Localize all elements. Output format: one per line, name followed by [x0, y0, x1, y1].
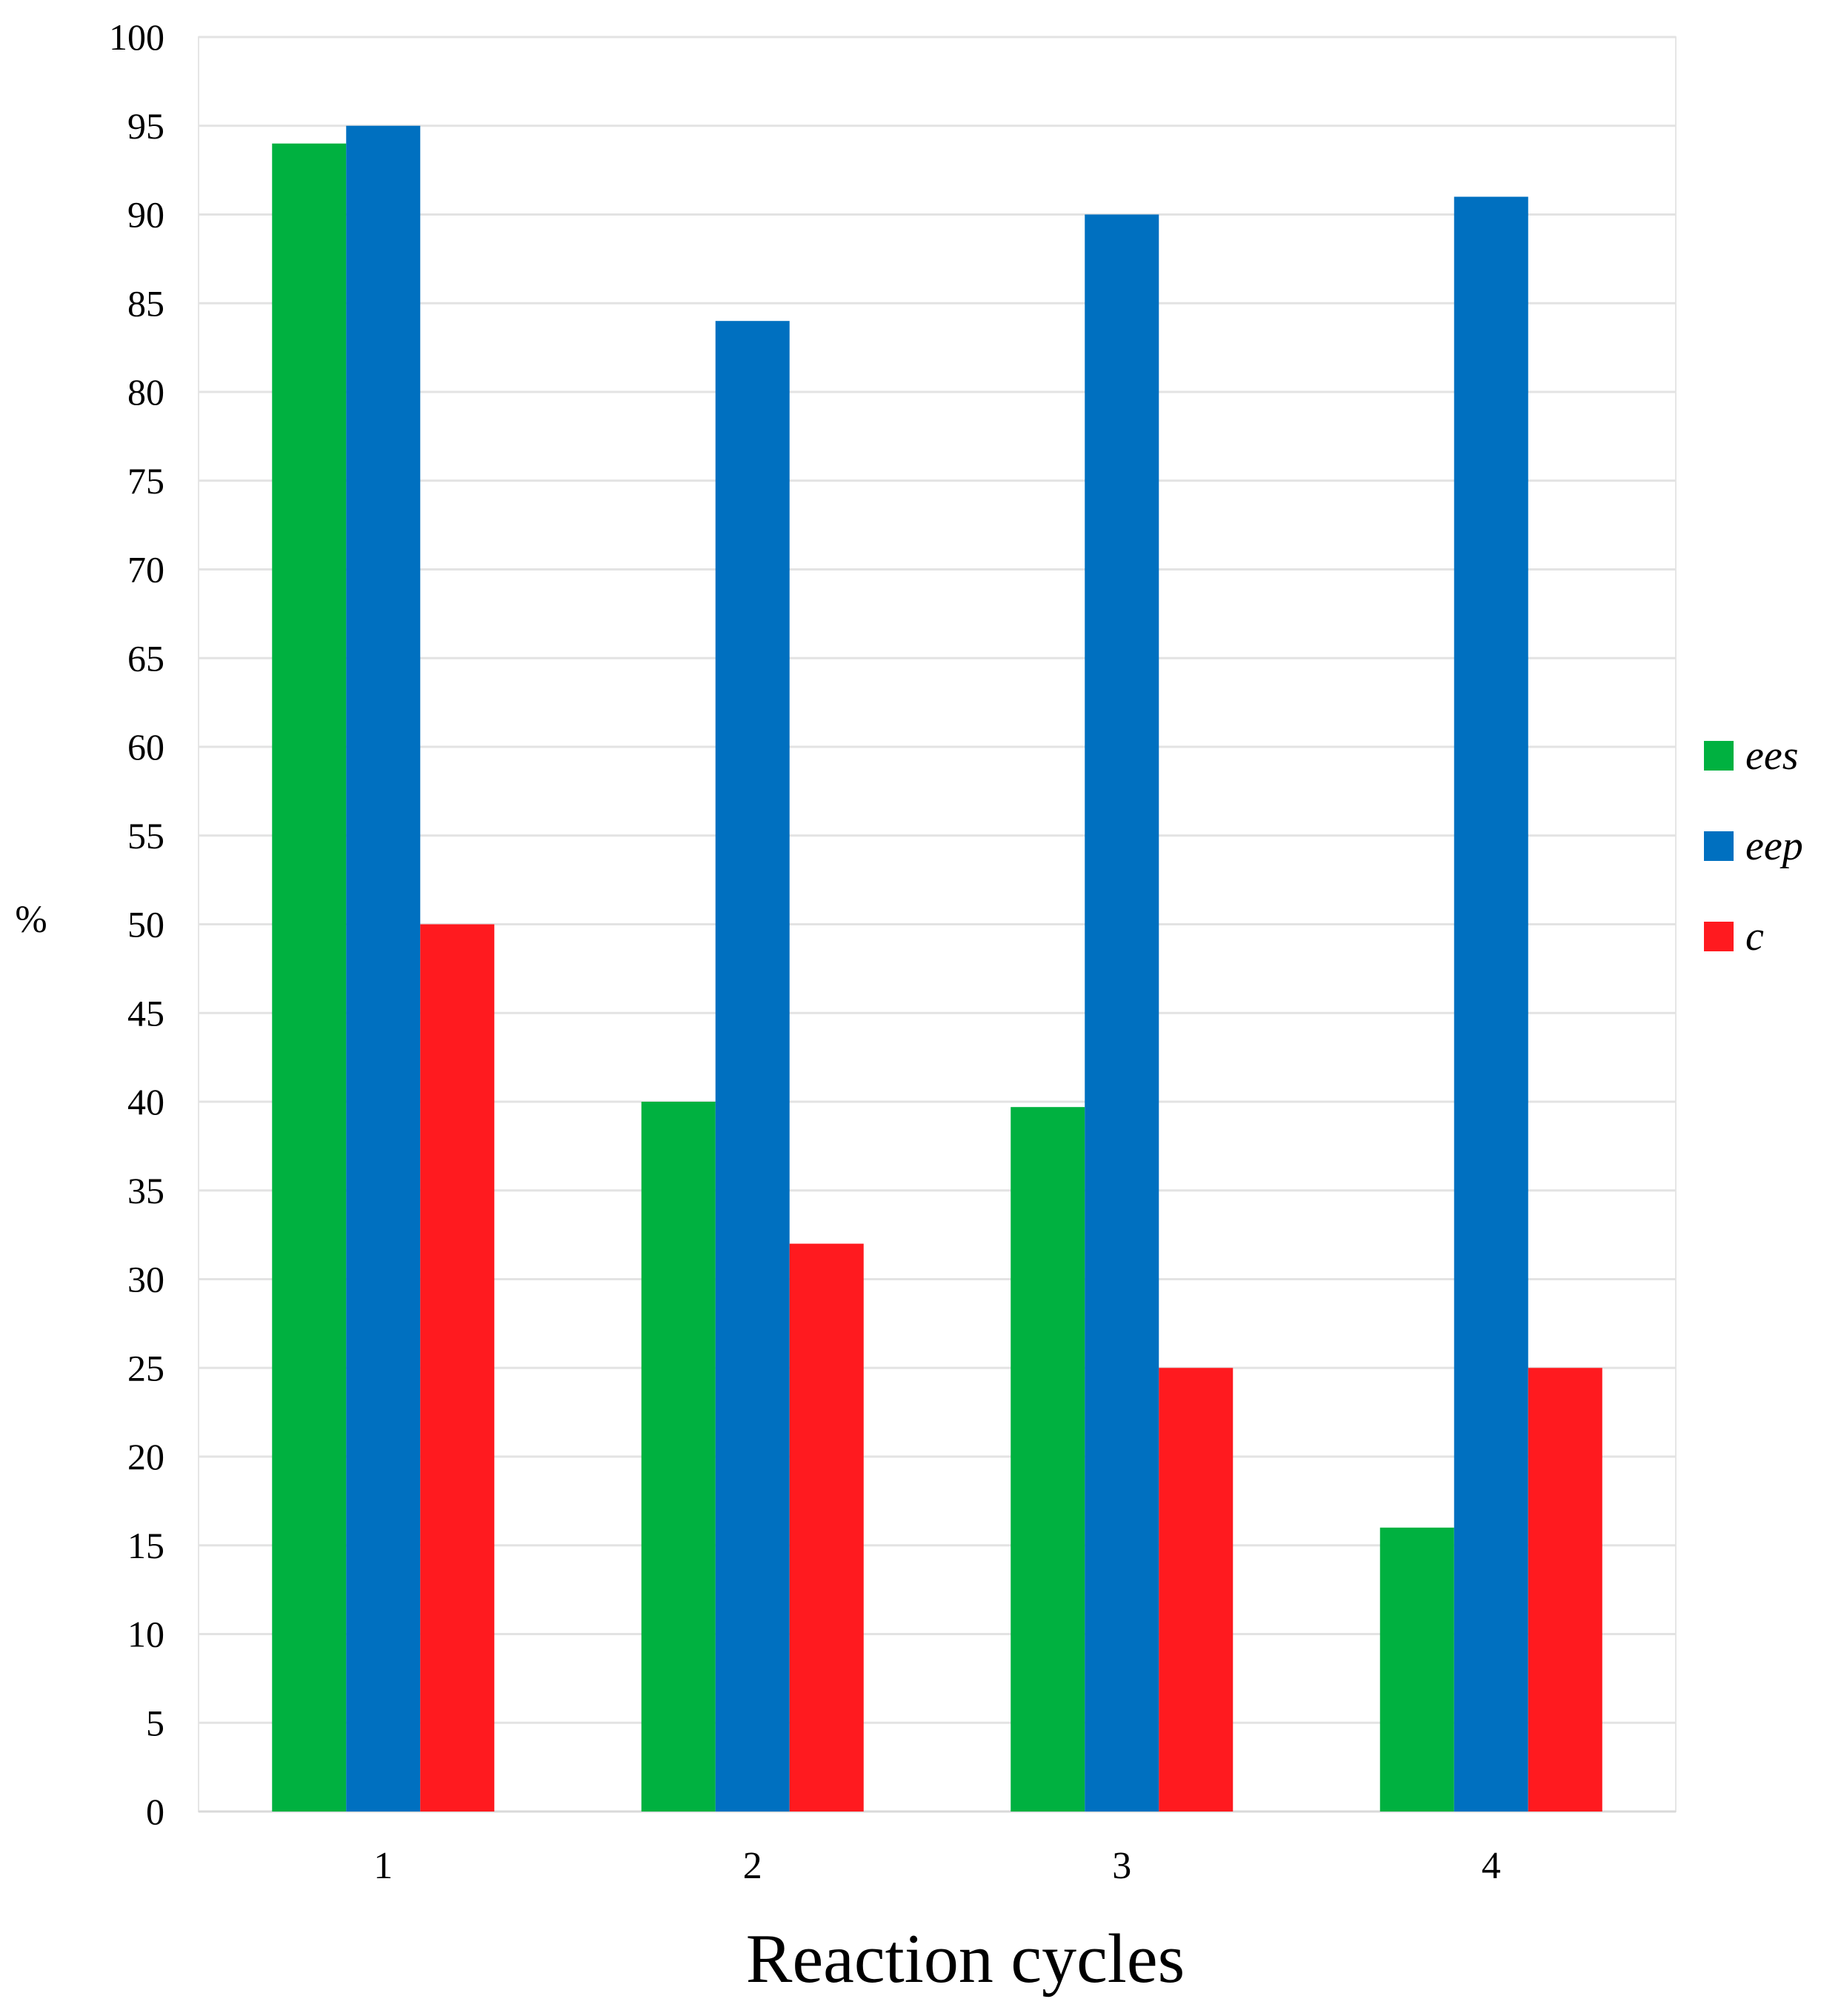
y-tick-label: 20 [127, 1436, 164, 1477]
y-tick-label: 15 [127, 1525, 164, 1566]
x-tick-label: 2 [743, 1845, 762, 1887]
bar-c-cycle-4 [1528, 1368, 1602, 1812]
legend-swatch-ees [1704, 741, 1734, 771]
y-tick-label: 10 [127, 1614, 164, 1655]
y-tick-label: 80 [127, 371, 164, 413]
bar-ees-cycle-1 [272, 143, 347, 1812]
y-tick-label: 30 [127, 1259, 164, 1300]
y-tick-label: 100 [109, 16, 164, 58]
x-tick-label: 3 [1112, 1845, 1131, 1887]
y-tick-label: 35 [127, 1170, 164, 1211]
y-tick-label: 95 [127, 105, 164, 147]
y-tick-label: 25 [127, 1347, 164, 1388]
y-tick-label: 50 [127, 904, 164, 945]
y-tick-label: 75 [127, 460, 164, 502]
legend-label-c: c [1745, 914, 1764, 959]
legend-label-eep: eep [1745, 823, 1803, 869]
x-axis-title: Reaction cycles [746, 1920, 1185, 1997]
legend-label-ees: ees [1745, 733, 1799, 779]
x-tick-label: 4 [1482, 1845, 1501, 1887]
y-axis-tick-labels: 0 5 10 15 20 25 30 35 40 45 50 55 60 65 70 75 80 85 90 95 10… [109, 16, 164, 1832]
bar-eep-cycle-3 [1085, 214, 1159, 1812]
y-tick-label: 65 [127, 637, 164, 679]
bar-eep-cycle-1 [346, 125, 421, 1812]
legend-swatch-c [1704, 922, 1734, 951]
y-axis-title: % [15, 899, 47, 941]
bar-eep-cycle-2 [715, 321, 790, 1812]
bar-ees-cycle-3 [1011, 1107, 1085, 1812]
y-tick-label: 90 [127, 194, 164, 236]
y-tick-label: 0 [146, 1791, 164, 1832]
bar-ees-cycle-4 [1379, 1527, 1454, 1812]
y-tick-label: 40 [127, 1081, 164, 1122]
x-tick-label: 1 [373, 1845, 393, 1887]
y-tick-label: 70 [127, 549, 164, 591]
y-tick-label: 45 [127, 992, 164, 1034]
x-axis-tick-labels: 1 2 3 4 [373, 1845, 1501, 1887]
bar-c-cycle-3 [1159, 1368, 1234, 1812]
bar-series [272, 125, 1602, 1812]
bar-eep-cycle-4 [1454, 196, 1528, 1812]
y-tick-label: 5 [146, 1702, 164, 1743]
bar-c-cycle-2 [789, 1243, 864, 1812]
bar-c-cycle-1 [420, 924, 495, 1812]
y-tick-label: 60 [127, 726, 164, 768]
bar-ees-cycle-2 [641, 1102, 716, 1812]
y-tick-label: 55 [127, 815, 164, 856]
legend-swatch-eep [1704, 831, 1734, 861]
legend: ees eep c [1704, 733, 1803, 959]
y-tick-label: 85 [127, 282, 164, 324]
